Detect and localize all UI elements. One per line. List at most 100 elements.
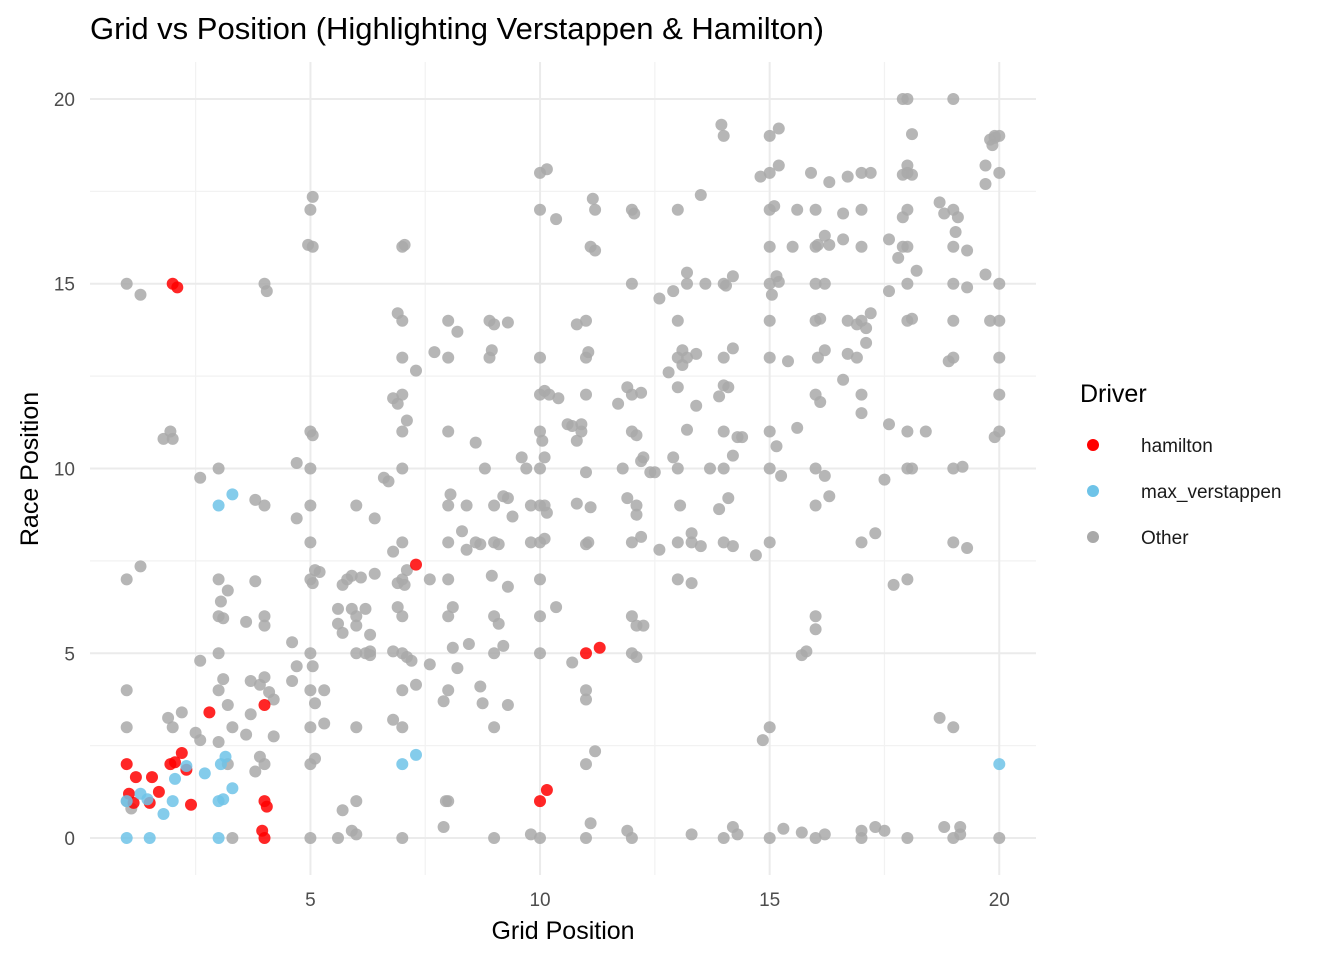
point-Other [919, 425, 932, 438]
point-Other [855, 240, 868, 253]
legend-label-max_verstappen: max_verstappen [1141, 482, 1281, 503]
point-Other [400, 564, 413, 577]
point-Other [809, 203, 822, 216]
point-Other [501, 316, 514, 329]
point-Other [837, 373, 850, 386]
point-Other [442, 684, 455, 697]
point-Other [538, 451, 551, 464]
point-Other [763, 721, 776, 734]
point-Other [993, 351, 1006, 364]
point-Other [387, 713, 400, 726]
point-Other [520, 462, 533, 475]
point-Other [910, 264, 923, 277]
point-Other [515, 451, 528, 464]
point-Other [681, 351, 693, 364]
legend: Driver hamilton max_verstappen Other [1080, 380, 1281, 549]
point-Other [726, 342, 739, 355]
point-Other [304, 536, 317, 549]
point-Other [809, 832, 822, 844]
point-Other [768, 200, 781, 213]
point-Other [550, 601, 563, 614]
point-Other [637, 619, 650, 632]
point-Other [637, 451, 650, 464]
point-Other [428, 346, 441, 359]
point-Other [947, 314, 960, 327]
point-Other [332, 617, 344, 630]
point-max_verstappen [217, 793, 230, 806]
point-hamilton [540, 784, 553, 796]
point-Other [534, 610, 546, 623]
point-Other [694, 189, 707, 201]
point-Other [318, 717, 331, 730]
point-Other [901, 573, 914, 586]
point-max_verstappen [212, 499, 225, 512]
point-Other [120, 573, 133, 586]
point-Other [837, 233, 850, 246]
point-Other [901, 425, 914, 438]
point-Other [350, 828, 363, 841]
point-Other [938, 207, 951, 220]
point-Other [685, 828, 698, 841]
point-Other [584, 817, 597, 830]
point-Other [713, 390, 726, 403]
point-Other [947, 721, 960, 734]
point-Other [306, 190, 319, 203]
point-Other [671, 203, 684, 216]
legend-label-hamilton: hamilton [1141, 436, 1213, 457]
point-Other [166, 432, 179, 445]
point-Other [258, 499, 271, 512]
point-Other [534, 425, 546, 438]
point-Other [818, 828, 831, 841]
point-Other [306, 660, 319, 673]
point-Other [423, 658, 436, 671]
point-Other [501, 580, 514, 593]
point-Other [993, 832, 1006, 844]
point-Other [720, 279, 732, 292]
point-Other [570, 318, 583, 331]
point-max_verstappen [166, 795, 179, 808]
point-Other [589, 244, 602, 257]
point-Other [947, 462, 960, 475]
point-Other [580, 388, 592, 401]
point-Other [754, 170, 767, 183]
point-Other [993, 388, 1006, 401]
point-Other [901, 203, 914, 216]
point-Other [901, 832, 914, 844]
point-Other [396, 832, 409, 844]
point-Other [625, 536, 638, 549]
point-hamilton [175, 747, 188, 759]
point-Other [685, 536, 698, 549]
point-Other [717, 129, 730, 142]
point-Other [469, 436, 482, 449]
point-Other [855, 203, 868, 216]
point-Other [437, 821, 450, 833]
point-Other [442, 795, 455, 808]
point-Other [722, 381, 735, 394]
point-Other [717, 462, 730, 475]
point-Other [933, 196, 946, 209]
point-Other [359, 602, 372, 615]
point-Other [818, 344, 831, 357]
point-Other [580, 758, 592, 771]
point-Other [883, 233, 895, 246]
point-Other [309, 752, 321, 765]
point-Other [621, 492, 634, 505]
point-Other [460, 543, 473, 556]
point-Other [488, 318, 501, 331]
point-Other [993, 314, 1006, 327]
point-Other [772, 122, 785, 135]
point-Other [630, 499, 643, 512]
point-Other [304, 203, 317, 216]
point-Other [763, 166, 776, 179]
data-points [120, 93, 1006, 844]
point-Other [318, 684, 331, 697]
point-Other [540, 163, 553, 176]
point-Other [313, 566, 326, 578]
point-Other [775, 469, 788, 482]
point-Other [212, 736, 225, 748]
point-Other [961, 542, 974, 554]
point-Other [690, 347, 703, 360]
point-Other [345, 569, 358, 582]
point-Other [524, 828, 537, 841]
point-Other [368, 567, 381, 580]
